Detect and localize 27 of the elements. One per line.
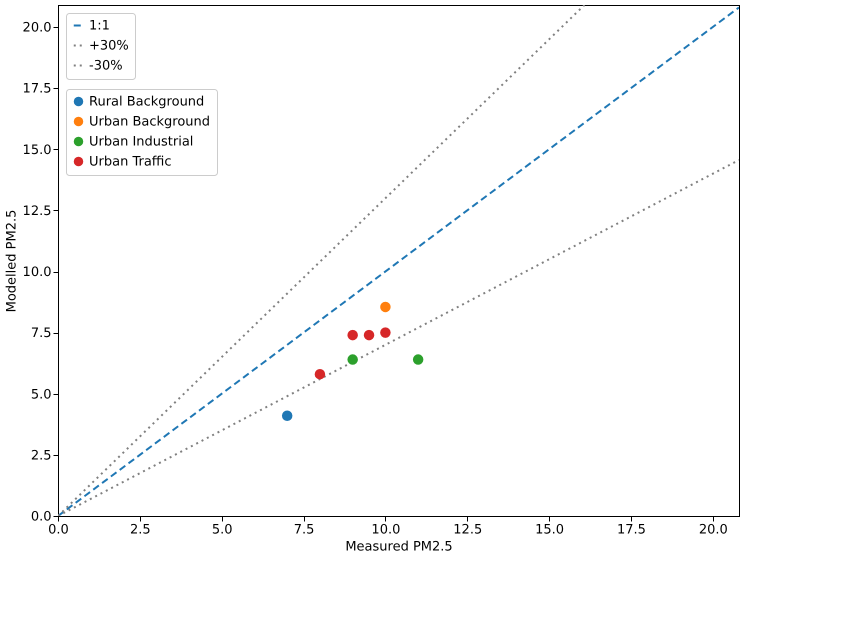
- x-tick-label: 7.5: [294, 522, 314, 538]
- y-tick-label: 12.5: [22, 204, 52, 219]
- legend-label: -30%: [89, 58, 123, 74]
- x-tick-label: 15.0: [535, 522, 564, 538]
- y-tick-label: 20.0: [22, 20, 52, 36]
- x-tick-label: 20.0: [698, 522, 728, 538]
- x-tick-label: 17.5: [616, 522, 646, 538]
- y-tick-label: 7.5: [30, 326, 52, 342]
- legend-label: 1:1: [89, 18, 110, 34]
- legend-label: Urban Background: [89, 114, 210, 130]
- x-tick-label: 12.5: [453, 522, 482, 538]
- y-tick-label: 15.0: [22, 142, 52, 158]
- x-tick-label: 0.0: [48, 522, 69, 538]
- legend-label: Urban Industrial: [89, 134, 194, 150]
- x-tick-label: 2.5: [130, 522, 151, 538]
- y-tick-label: 2.5: [30, 448, 52, 464]
- legend-label: +30%: [89, 38, 129, 54]
- y-tick-label: 5.0: [30, 387, 52, 402]
- y-tick-label: 17.5: [22, 82, 52, 97]
- x-axis-title: Measured PM2.5: [345, 540, 453, 554]
- y-tick-label: 10.0: [22, 265, 52, 280]
- legend-label: Urban Traffic: [89, 154, 172, 170]
- y-tick-label: 0.0: [30, 510, 52, 524]
- y-axis-title: Modelled PM2.5: [4, 210, 20, 312]
- x-tick-label: 5.0: [212, 522, 233, 538]
- legend-label: Rural Background: [89, 94, 204, 110]
- x-tick-label: 10.0: [371, 522, 400, 538]
